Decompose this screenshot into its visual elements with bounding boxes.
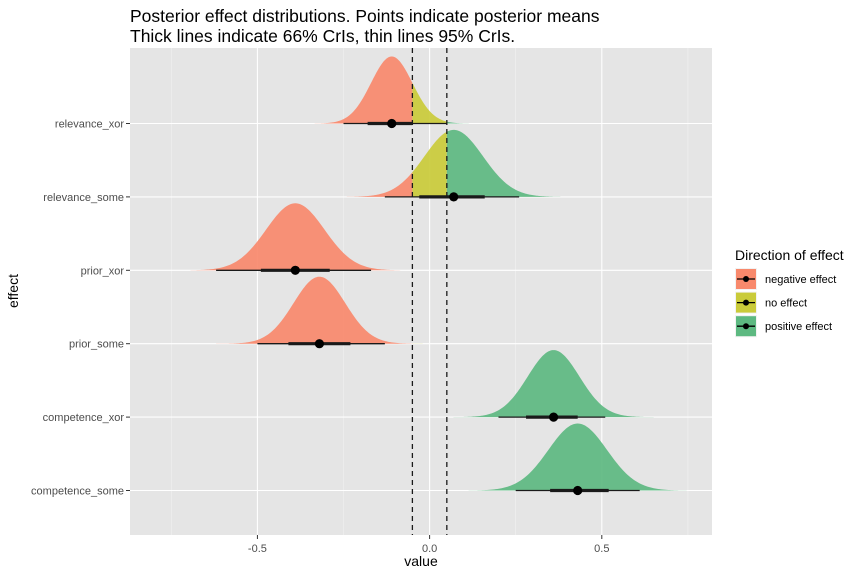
legend-key-point xyxy=(743,276,749,282)
legend-key-point xyxy=(743,323,749,330)
chart-title: Posterior effect distributions. Points i… xyxy=(130,6,600,26)
x-axis-title: value xyxy=(404,553,438,569)
y-tick-label: prior_some xyxy=(69,339,124,351)
reference-lines xyxy=(411,48,448,535)
legend-label: positive effect xyxy=(765,321,832,333)
x-tick-label: 0.5 xyxy=(594,543,609,555)
y-tick-labels: competence_some competence_xor prior_some p… xyxy=(31,119,130,498)
x-tick-labels: -0.5 0.0 0.5 xyxy=(248,535,609,555)
plot-panel xyxy=(130,48,712,535)
posterior-mean-point xyxy=(573,485,583,496)
chart-subtitle: Thick lines indicate 66% CrIs, thin line… xyxy=(130,26,515,46)
legend-key-point xyxy=(743,299,749,306)
x-tick-label: -0.5 xyxy=(248,543,267,555)
posterior-mean-point xyxy=(290,265,300,275)
x-tick-label: 0.0 xyxy=(422,543,437,555)
density-layer xyxy=(178,56,695,491)
density-negative-region xyxy=(309,56,413,124)
posterior-mean-point xyxy=(314,339,325,349)
y-tick-label: prior_xor xyxy=(81,265,125,277)
legend-label: no effect xyxy=(765,298,807,310)
y-tick-label: relevance_xor xyxy=(55,119,124,131)
y-tick-label: competence_xor xyxy=(43,412,125,424)
density-positive-region xyxy=(446,121,475,124)
posterior-mean-point xyxy=(449,192,459,202)
legend: Direction of effect negative effect no ef… xyxy=(735,247,844,338)
density-no-effect-region xyxy=(412,131,447,197)
interval-layer xyxy=(216,118,640,496)
y-tick-label: competence_some xyxy=(31,486,124,498)
y-axis-title: effect xyxy=(5,274,21,308)
density-positive-region xyxy=(450,350,657,418)
posterior-mean-point xyxy=(548,412,559,422)
legend-title: Direction of effect xyxy=(735,247,844,263)
density-negative-region xyxy=(216,276,413,344)
posterior-mean-point xyxy=(387,118,397,129)
legend-label: negative effect xyxy=(765,274,836,286)
density-no-effect-region xyxy=(412,82,447,124)
density-positive-region xyxy=(460,423,695,491)
density-negative-region xyxy=(178,203,413,271)
density-negative-region xyxy=(336,172,413,197)
y-tick-label: relevance_some xyxy=(43,192,124,204)
density-positive-region xyxy=(446,129,571,197)
